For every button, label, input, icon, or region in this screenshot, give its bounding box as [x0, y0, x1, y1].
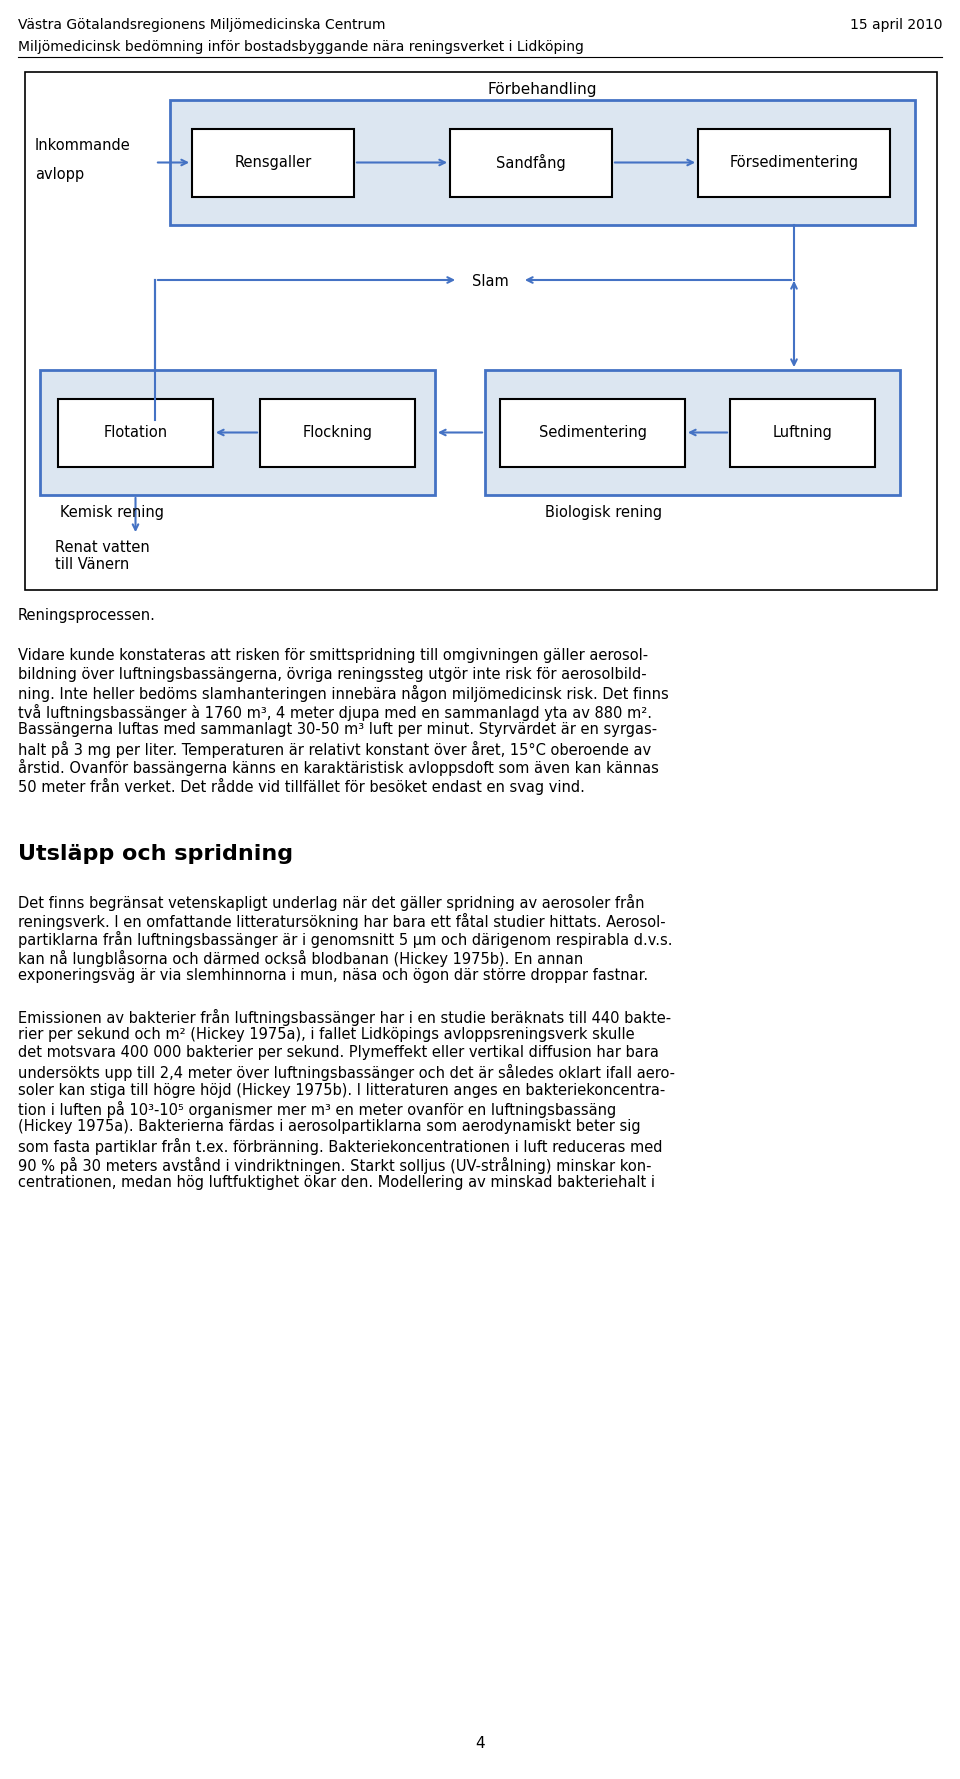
Text: Biologisk rening: Biologisk rening: [545, 505, 662, 519]
Text: kan nå lungblåsorna och därmed också blodbanan (Hickey 1975b). En annan: kan nå lungblåsorna och därmed också blo…: [18, 950, 584, 966]
Bar: [730, 398, 875, 466]
Bar: [450, 128, 612, 196]
Bar: [485, 370, 900, 495]
Text: Sandfång: Sandfång: [496, 155, 565, 171]
Text: Det finns begränsat vetenskapligt underlag när det gäller spridning av aerosoler: Det finns begränsat vetenskapligt underl…: [18, 895, 644, 911]
Text: Utsläpp och spridning: Utsläpp och spridning: [18, 843, 293, 865]
Text: bildning över luftningsbassängerna, övriga reningssteg utgör inte risk för aeros: bildning över luftningsbassängerna, övri…: [18, 667, 647, 681]
Text: rier per sekund och m² (Hickey 1975a), i fallet Lidköpings avloppsreningsverk sk: rier per sekund och m² (Hickey 1975a), i…: [18, 1026, 635, 1042]
Bar: [25, 71, 937, 591]
Text: partiklarna från luftningsbassänger är i genomsnitt 5 µm och därigenom respirabl: partiklarna från luftningsbassänger är i…: [18, 930, 673, 948]
Text: det motsvara 400 000 bakterier per sekund. Plymeffekt eller vertikal diffusion h: det motsvara 400 000 bakterier per sekun…: [18, 1046, 659, 1060]
Text: Slam: Slam: [471, 274, 509, 290]
Text: Inkommande: Inkommande: [35, 137, 131, 153]
Text: Luftning: Luftning: [773, 425, 832, 439]
Text: ning. Inte heller bedöms slamhanteringen innebära någon miljömedicinsk risk. Det: ning. Inte heller bedöms slamhanteringen…: [18, 685, 669, 703]
Text: Sedimentering: Sedimentering: [539, 425, 646, 439]
Text: Flotation: Flotation: [104, 425, 168, 439]
Text: halt på 3 mg per liter. Temperaturen är relativt konstant över året, 15°C oberoe: halt på 3 mg per liter. Temperaturen är …: [18, 740, 651, 758]
Bar: [170, 100, 915, 224]
Text: två luftningsbassänger à 1760 m³, 4 meter djupa med en sammanlagd yta av 880 m².: två luftningsbassänger à 1760 m³, 4 mete…: [18, 703, 652, 720]
Text: 90 % på 30 meters avstånd i vindriktningen. Starkt solljus (UV-strålning) minska: 90 % på 30 meters avstånd i vindriktning…: [18, 1156, 652, 1174]
Text: soler kan stiga till högre höjd (Hickey 1975b). I litteraturen anges en bakterie: soler kan stiga till högre höjd (Hickey …: [18, 1082, 665, 1098]
Text: undersökts upp till 2,4 meter över luftningsbassänger och det är således oklart : undersökts upp till 2,4 meter över luftn…: [18, 1064, 675, 1082]
Bar: [58, 398, 213, 466]
Text: avlopp: avlopp: [35, 167, 84, 181]
Text: Renat vatten: Renat vatten: [55, 541, 150, 555]
Text: Västra Götalandsregionens Miljömedicinska Centrum: Västra Götalandsregionens Miljömedicinsk…: [18, 18, 386, 32]
Bar: [192, 128, 354, 196]
Text: Vidare kunde konstateras att risken för smittspridning till omgivningen gäller a: Vidare kunde konstateras att risken för …: [18, 648, 648, 664]
Text: reningsverk. I en omfattande litteratursökning har bara ett fåtal studier hittat: reningsverk. I en omfattande litteraturs…: [18, 913, 665, 929]
Text: som fasta partiklar från t.ex. förbränning. Bakteriekoncentrationen i luft reduc: som fasta partiklar från t.ex. förbränni…: [18, 1139, 662, 1155]
Text: Försedimentering: Försedimentering: [730, 155, 858, 171]
Text: Kemisk rening: Kemisk rening: [60, 505, 164, 519]
Bar: [500, 398, 685, 466]
Text: 50 meter från verket. Det rådde vid tillfället för besöket endast en svag vind.: 50 meter från verket. Det rådde vid till…: [18, 777, 585, 795]
Bar: [698, 128, 890, 196]
Text: 15 april 2010: 15 april 2010: [850, 18, 942, 32]
Text: 4: 4: [475, 1736, 485, 1751]
Text: Bassängerna luftas med sammanlagt 30-50 m³ luft per minut. Styrvärdet är en syrg: Bassängerna luftas med sammanlagt 30-50 …: [18, 722, 658, 737]
Bar: [260, 398, 415, 466]
Text: (Hickey 1975a). Bakterierna färdas i aerosolpartiklarna som aerodynamiskt beter : (Hickey 1975a). Bakterierna färdas i aer…: [18, 1119, 640, 1135]
Text: centrationen, medan hög luftfuktighet ökar den. Modellering av minskad bakterieh: centrationen, medan hög luftfuktighet ök…: [18, 1174, 655, 1190]
Text: till Vänern: till Vänern: [55, 557, 130, 573]
Text: Flockning: Flockning: [302, 425, 372, 439]
Text: Rensgaller: Rensgaller: [234, 155, 312, 171]
Text: exponeringsväg är via slemhinnorna i mun, näsa och ögon där större droppar fastn: exponeringsväg är via slemhinnorna i mun…: [18, 968, 648, 984]
Text: årstid. Ovanför bassängerna känns en karaktäristisk avloppsdoft som även kan kän: årstid. Ovanför bassängerna känns en kar…: [18, 760, 659, 776]
Text: Förbehandling: Förbehandling: [488, 82, 597, 98]
Bar: [40, 370, 435, 495]
Text: Reningsprocessen.: Reningsprocessen.: [18, 608, 156, 623]
Text: Emissionen av bakterier från luftningsbassänger har i en studie beräknats till 4: Emissionen av bakterier från luftningsba…: [18, 1009, 671, 1025]
Text: tion i luften på 10³-10⁵ organismer mer m³ en meter ovanför en luftningsbassäng: tion i luften på 10³-10⁵ organismer mer …: [18, 1101, 616, 1117]
Text: Miljömedicinsk bedömning inför bostadsbyggande nära reningsverket i Lidköping: Miljömedicinsk bedömning inför bostadsby…: [18, 39, 584, 53]
